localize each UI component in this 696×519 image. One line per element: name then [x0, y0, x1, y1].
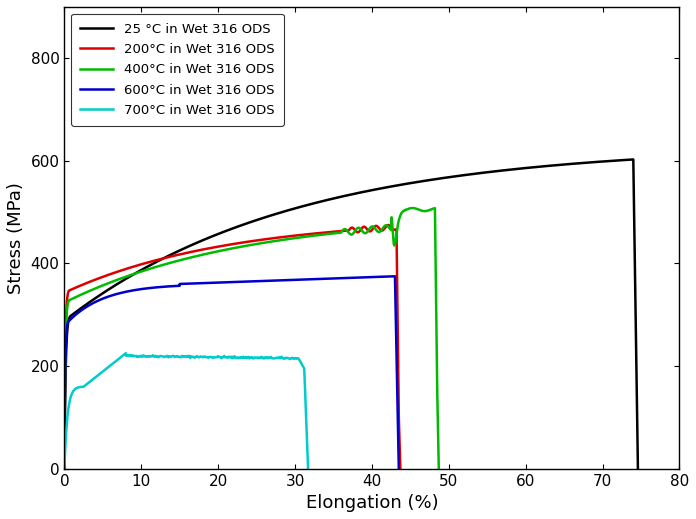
700°C in Wet 316 ODS	[111, 359, 119, 365]
25 °C in Wet 316 ODS	[485, 169, 493, 175]
200°C in Wet 316 ODS	[60, 466, 68, 472]
700°C in Wet 316 ODS	[120, 352, 128, 358]
400°C in Wet 316 ODS	[409, 205, 417, 211]
600°C in Wet 316 ODS	[390, 273, 399, 279]
400°C in Wet 316 ODS	[136, 269, 145, 275]
400°C in Wet 316 ODS	[361, 230, 369, 236]
Y-axis label: Stress (MPa): Stress (MPa)	[7, 182, 25, 294]
Legend: 25 °C in Wet 316 ODS, 200°C in Wet 316 ODS, 400°C in Wet 316 ODS, 600°C in Wet 3: 25 °C in Wet 316 ODS, 200°C in Wet 316 O…	[71, 13, 283, 126]
400°C in Wet 316 ODS	[235, 244, 244, 250]
700°C in Wet 316 ODS	[213, 354, 221, 360]
200°C in Wet 316 ODS	[63, 301, 71, 307]
600°C in Wet 316 ODS	[60, 466, 68, 472]
200°C in Wet 316 ODS	[396, 466, 404, 472]
200°C in Wet 316 ODS	[305, 231, 313, 237]
Line: 400°C in Wet 316 ODS: 400°C in Wet 316 ODS	[64, 208, 438, 469]
600°C in Wet 316 ODS	[364, 274, 372, 280]
600°C in Wet 316 ODS	[152, 284, 160, 291]
600°C in Wet 316 ODS	[296, 277, 304, 283]
600°C in Wet 316 ODS	[144, 285, 152, 291]
200°C in Wet 316 ODS	[244, 239, 252, 245]
200°C in Wet 316 ODS	[367, 228, 375, 234]
25 °C in Wet 316 ODS	[60, 466, 68, 472]
Line: 25 °C in Wet 316 ODS: 25 °C in Wet 316 ODS	[64, 159, 638, 469]
200°C in Wet 316 ODS	[167, 253, 175, 260]
Line: 600°C in Wet 316 ODS: 600°C in Wet 316 ODS	[64, 276, 399, 469]
25 °C in Wet 316 ODS	[596, 159, 604, 165]
400°C in Wet 316 ODS	[355, 225, 363, 231]
200°C in Wet 316 ODS	[384, 222, 393, 228]
400°C in Wet 316 ODS	[60, 466, 68, 472]
25 °C in Wet 316 ODS	[634, 466, 642, 472]
400°C in Wet 316 ODS	[397, 210, 406, 216]
Line: 200°C in Wet 316 ODS: 200°C in Wet 316 ODS	[64, 225, 400, 469]
Line: 700°C in Wet 316 ODS: 700°C in Wet 316 ODS	[64, 353, 308, 469]
25 °C in Wet 316 ODS	[226, 226, 235, 233]
700°C in Wet 316 ODS	[152, 354, 161, 360]
700°C in Wet 316 ODS	[171, 353, 180, 360]
25 °C in Wet 316 ODS	[169, 250, 177, 256]
600°C in Wet 316 ODS	[229, 279, 237, 285]
700°C in Wet 316 ODS	[103, 365, 111, 371]
25 °C in Wet 316 ODS	[118, 278, 127, 284]
X-axis label: Elongation (%): Elongation (%)	[306, 494, 438, 512]
25 °C in Wet 316 ODS	[295, 204, 303, 210]
25 °C in Wet 316 ODS	[629, 156, 638, 162]
600°C in Wet 316 ODS	[63, 322, 72, 329]
400°C in Wet 316 ODS	[135, 269, 143, 275]
700°C in Wet 316 ODS	[122, 350, 130, 357]
400°C in Wet 316 ODS	[434, 466, 443, 472]
700°C in Wet 316 ODS	[304, 466, 313, 472]
200°C in Wet 316 ODS	[157, 256, 166, 262]
700°C in Wet 316 ODS	[60, 466, 68, 472]
600°C in Wet 316 ODS	[395, 466, 403, 472]
